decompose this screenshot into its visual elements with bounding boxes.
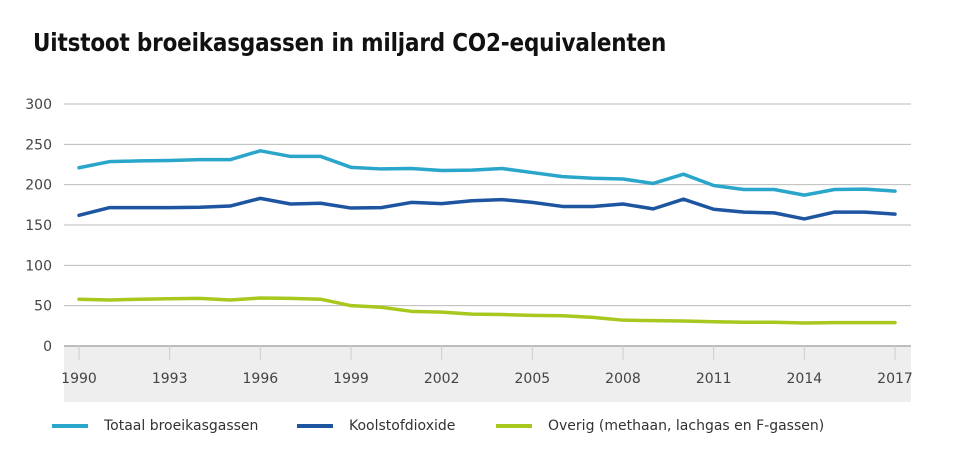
y-axis-tick-labels: 0 50 100 150 200 250 300 — [25, 97, 52, 355]
y-tick-label-250: 250 — [25, 137, 52, 153]
x-tick-label-1990: 1990 — [61, 371, 97, 387]
series-lines — [77, 149, 897, 325]
x-tick-label-1993: 1993 — [152, 371, 188, 387]
gridlines — [64, 103, 911, 347]
x-tick-label-2005: 2005 — [515, 371, 551, 387]
x-tick-label-2014: 2014 — [787, 371, 823, 387]
x-tick-label-2017: 2017 — [877, 371, 913, 387]
legend-item-totaal: Totaal broeikasgassen — [52, 418, 258, 434]
series-line-overig — [77, 296, 897, 325]
legend-swatch-totaal — [52, 424, 88, 428]
y-tick-label-0: 0 — [43, 339, 52, 355]
y-tick-label-50: 50 — [34, 299, 52, 315]
x-tick-label-2008: 2008 — [605, 371, 641, 387]
x-axis-band — [64, 346, 911, 402]
legend-item-overig: Overig (methaan, lachgas en F-gassen) — [496, 418, 824, 434]
x-axis-ticks: 1990 1993 1996 1999 2002 2005 2008 2011 2014 2017 — [61, 346, 913, 387]
legend-swatch-overig — [496, 424, 532, 428]
series-line-totaal — [77, 149, 897, 197]
legend: Totaal broeikasgassen Koolstofdioxide Ov… — [0, 418, 956, 442]
chart-title: Uitstoot broeikasgassen in miljard CO2-e… — [33, 28, 667, 57]
y-tick-label-200: 200 — [25, 178, 52, 194]
legend-item-koolstofdioxide: Koolstofdioxide — [297, 418, 455, 434]
x-tick-label-2002: 2002 — [424, 371, 460, 387]
legend-swatch-koolstofdioxide — [297, 424, 333, 428]
x-tick-label-1996: 1996 — [243, 371, 279, 387]
x-tick-label-1999: 1999 — [333, 371, 369, 387]
legend-label-overig: Overig (methaan, lachgas en F-gassen) — [548, 418, 825, 434]
y-tick-label-150: 150 — [25, 218, 52, 234]
y-tick-label-100: 100 — [25, 258, 52, 274]
series-line-koolstofdioxide — [77, 196, 897, 221]
y-tick-label-300: 300 — [25, 97, 52, 113]
x-tick-label-2011: 2011 — [696, 371, 732, 387]
legend-label-koolstofdioxide: Koolstofdioxide — [349, 418, 456, 434]
legend-label-totaal: Totaal broeikasgassen — [104, 418, 259, 434]
